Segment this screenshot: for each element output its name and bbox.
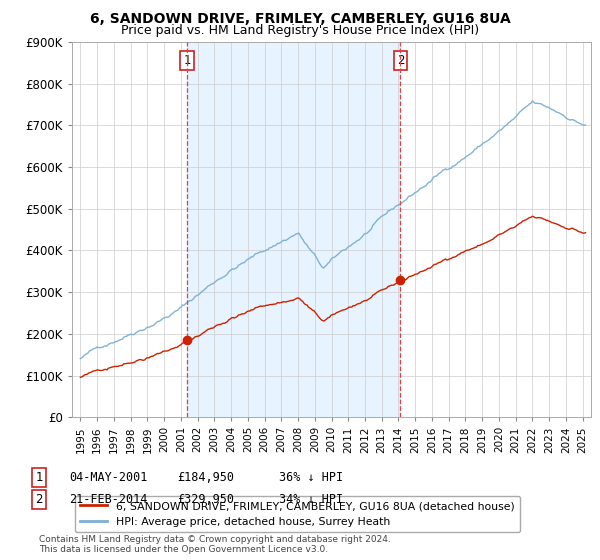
Text: Contains HM Land Registry data © Crown copyright and database right 2024.
This d: Contains HM Land Registry data © Crown c… xyxy=(39,535,391,554)
Text: 2: 2 xyxy=(35,493,43,506)
Text: £329,950: £329,950 xyxy=(177,493,234,506)
Text: Price paid vs. HM Land Registry's House Price Index (HPI): Price paid vs. HM Land Registry's House … xyxy=(121,24,479,36)
Legend: 6, SANDOWN DRIVE, FRIMLEY, CAMBERLEY, GU16 8UA (detached house), HPI: Average pr: 6, SANDOWN DRIVE, FRIMLEY, CAMBERLEY, GU… xyxy=(75,496,520,532)
Text: 1: 1 xyxy=(35,470,43,484)
Text: 36% ↓ HPI: 36% ↓ HPI xyxy=(279,470,343,484)
Text: 2: 2 xyxy=(397,54,404,67)
Text: 1: 1 xyxy=(183,54,191,67)
Text: 21-FEB-2014: 21-FEB-2014 xyxy=(69,493,148,506)
Bar xyxy=(187,42,400,417)
Text: 6, SANDOWN DRIVE, FRIMLEY, CAMBERLEY, GU16 8UA: 6, SANDOWN DRIVE, FRIMLEY, CAMBERLEY, GU… xyxy=(89,12,511,26)
Text: 34% ↓ HPI: 34% ↓ HPI xyxy=(279,493,343,506)
Text: 04-MAY-2001: 04-MAY-2001 xyxy=(69,470,148,484)
Text: £184,950: £184,950 xyxy=(177,470,234,484)
